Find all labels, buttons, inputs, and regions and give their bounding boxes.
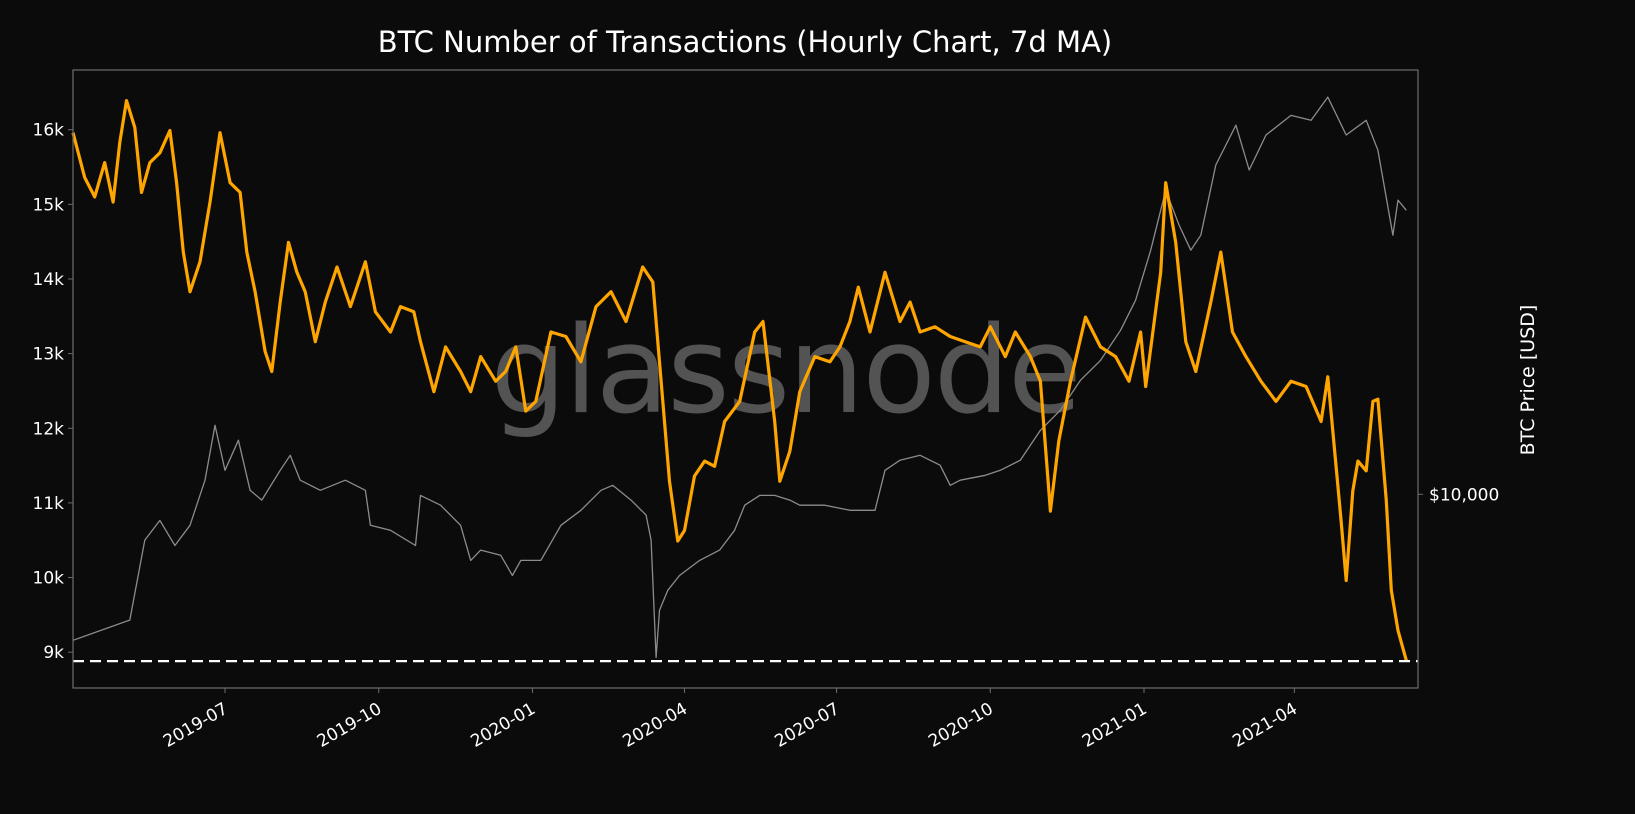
y2-axis-label: BTC Price [USD]	[1517, 305, 1539, 456]
transactions-series-layer	[71, 99, 1408, 661]
y2-tick-label: $10,000	[1429, 485, 1499, 505]
y-tick-label: 10k	[33, 569, 65, 589]
y-axis-right: $10,000	[1418, 485, 1499, 505]
chart-title: BTC Number of Transactions (Hourly Chart…	[378, 25, 1112, 59]
watermark-logo: glassnode	[490, 302, 1080, 441]
price-line	[72, 96, 1407, 659]
transactions-line	[71, 99, 1408, 661]
y-tick-label: 16k	[33, 121, 65, 141]
y-tick-label: 15k	[33, 195, 65, 215]
y-tick-label: 11k	[33, 494, 65, 514]
y-tick-label: 9k	[43, 643, 64, 663]
y-axis-left: 9k 10k 11k 12k 13k 14k 15k 16k	[33, 121, 73, 663]
plot-frame	[72, 69, 1419, 689]
y-tick-label: 12k	[33, 419, 65, 439]
y-tick-label: 13k	[33, 345, 65, 365]
price-series-layer	[72, 96, 1407, 659]
y-tick-label: 14k	[33, 270, 65, 290]
